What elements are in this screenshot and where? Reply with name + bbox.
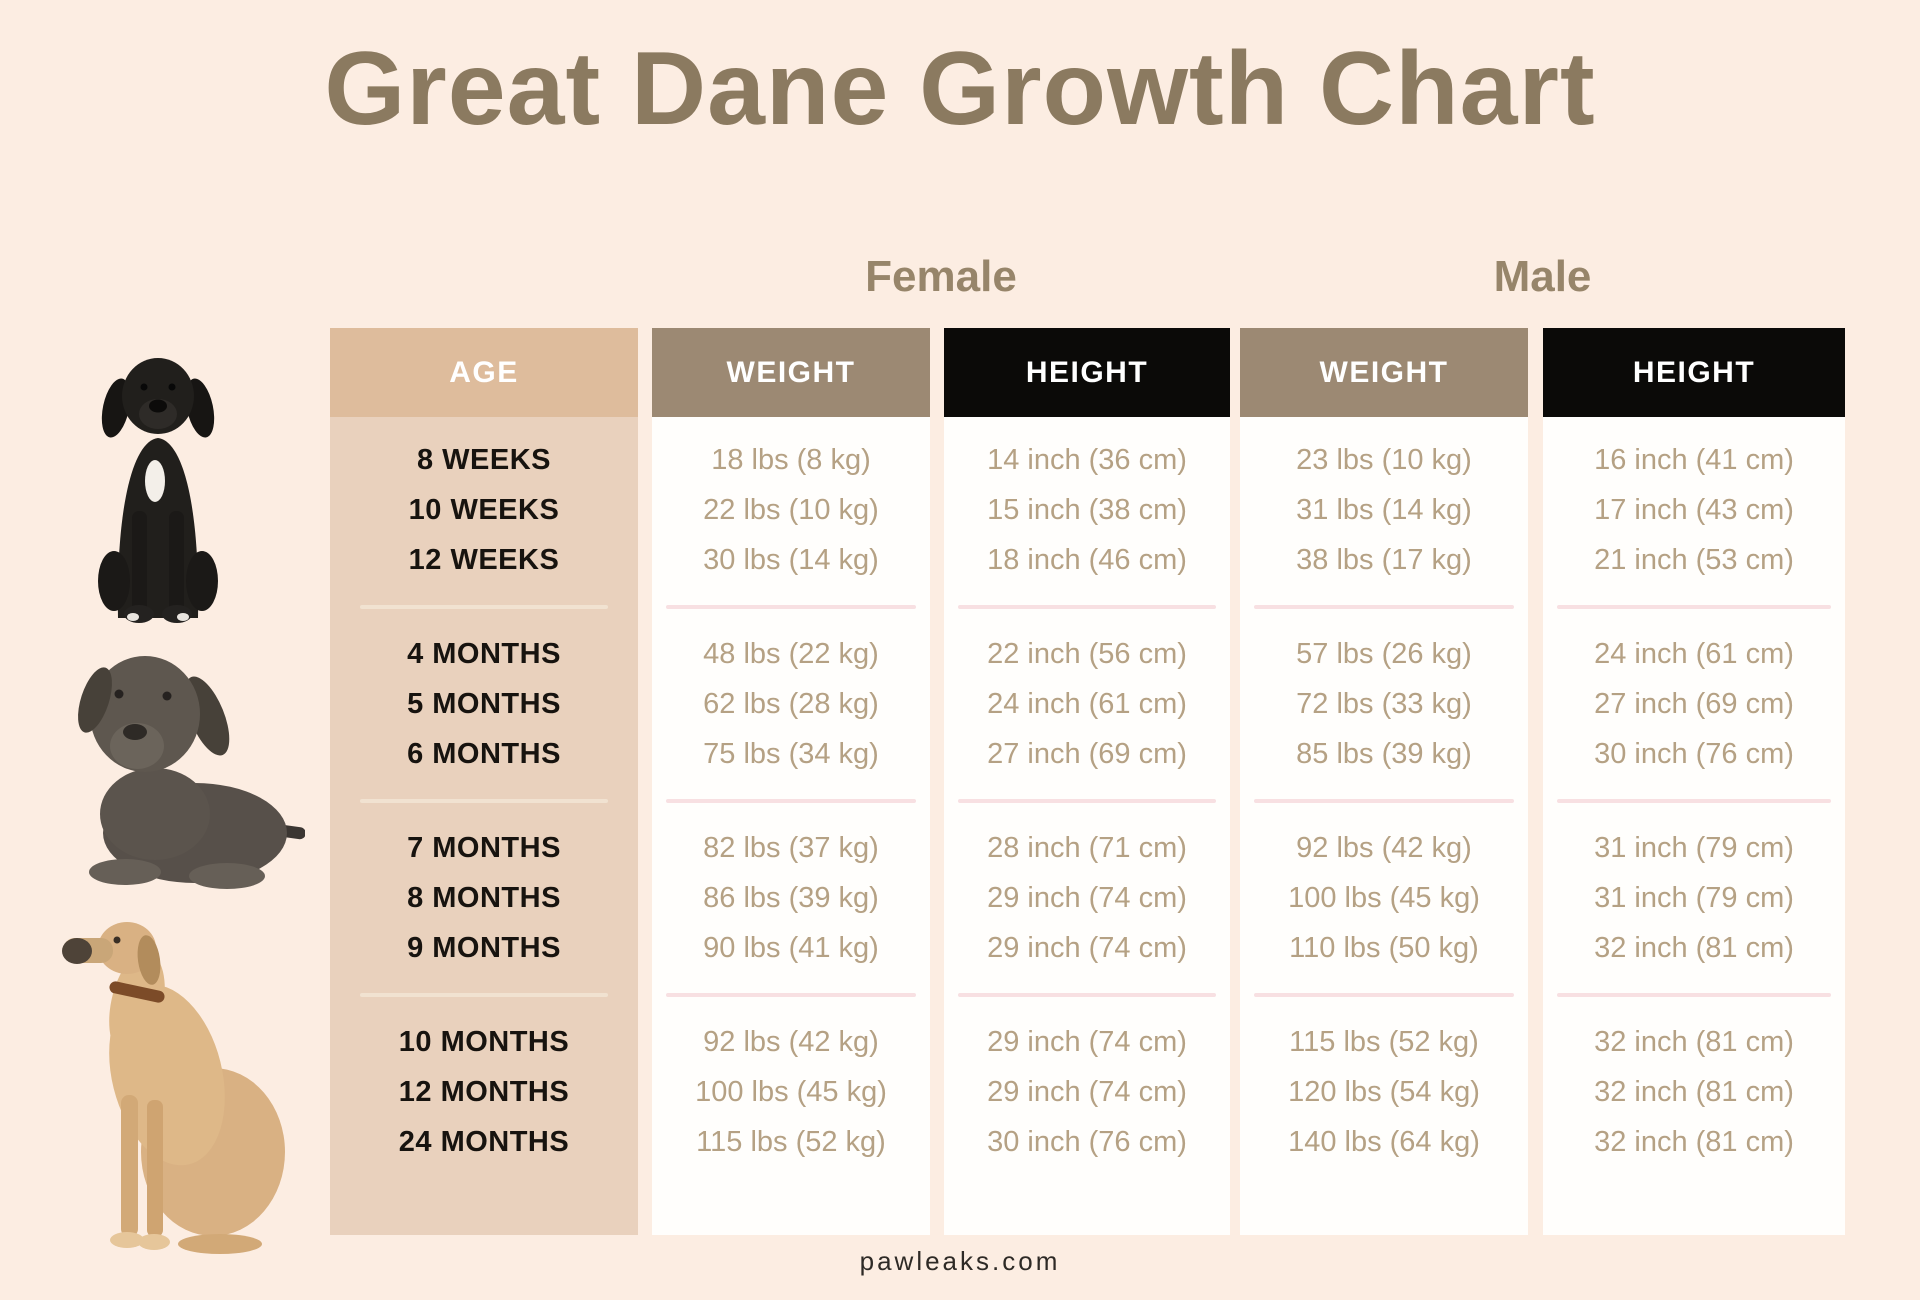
- male-weight-cell: 38 lbs (17 kg): [1296, 544, 1472, 576]
- group-divider: [652, 585, 930, 629]
- group-divider: [652, 779, 930, 823]
- male-height-cell: 31 inch (79 cm): [1594, 882, 1794, 914]
- age-cell: 8 WEEKS: [416, 444, 552, 476]
- group-divider: [1543, 779, 1845, 823]
- age-cell: 4 MONTHS: [407, 638, 561, 670]
- female-weight-cell: 86 lbs (39 kg): [703, 882, 879, 914]
- male-height-column-header: HEIGHT: [1543, 328, 1845, 417]
- group-divider: [330, 973, 638, 1017]
- age-cell: 8 MONTHS: [407, 882, 561, 914]
- page-title: Great Dane Growth Chart: [324, 31, 1596, 147]
- male-height-cell: 16 inch (41 cm): [1594, 444, 1794, 476]
- group-divider: [944, 779, 1230, 823]
- male-weight-cell: 57 lbs (26 kg): [1296, 638, 1472, 670]
- male-weight-cell: 31 lbs (14 kg): [1296, 494, 1472, 526]
- male-weight-cell: 110 lbs (50 kg): [1289, 932, 1479, 964]
- age-cell: 10 MONTHS: [398, 1026, 570, 1058]
- male-weight-cell: 85 lbs (39 kg): [1296, 738, 1472, 770]
- male-weight-column-header: WEIGHT: [1240, 328, 1528, 417]
- female-weight-column: 18 lbs (8 kg) 22 lbs (10 kg) 30 lbs (14 …: [652, 417, 930, 1235]
- male-height-cell: 27 inch (69 cm): [1594, 688, 1794, 720]
- male-group-header: Male: [1493, 252, 1592, 301]
- age-cell: 6 MONTHS: [407, 738, 561, 770]
- male-height-cell: 31 inch (79 cm): [1594, 832, 1794, 864]
- age-cell: 12 WEEKS: [408, 544, 560, 576]
- female-height-cell: 29 inch (74 cm): [987, 882, 1187, 914]
- female-group-header: Female: [865, 252, 1017, 301]
- female-weight-cell: 90 lbs (41 kg): [703, 932, 879, 964]
- female-height-cell: 15 inch (38 cm): [987, 494, 1187, 526]
- female-height-cell: 27 inch (69 cm): [987, 738, 1187, 770]
- age-cell: 5 MONTHS: [407, 688, 561, 720]
- male-height-cell: 32 inch (81 cm): [1594, 1026, 1794, 1058]
- female-weight-cell: 115 lbs (52 kg): [696, 1126, 886, 1158]
- female-height-cell: 22 inch (56 cm): [987, 638, 1187, 670]
- male-height-cell: 32 inch (81 cm): [1594, 932, 1794, 964]
- male-weight-cell: 23 lbs (10 kg): [1296, 444, 1472, 476]
- female-height-cell: 18 inch (46 cm): [987, 544, 1187, 576]
- male-height-cell: 32 inch (81 cm): [1594, 1076, 1794, 1108]
- group-divider: [1543, 973, 1845, 1017]
- male-weight-column: 23 lbs (10 kg) 31 lbs (14 kg) 38 lbs (17…: [1240, 417, 1528, 1235]
- male-height-cell: 32 inch (81 cm): [1594, 1126, 1794, 1158]
- age-cell: 24 MONTHS: [398, 1126, 570, 1158]
- female-weight-cell: 18 lbs (8 kg): [711, 444, 871, 476]
- group-divider: [944, 973, 1230, 1017]
- male-height-cell: 17 inch (43 cm): [1594, 494, 1794, 526]
- female-weight-cell: 100 lbs (45 kg): [695, 1076, 887, 1108]
- male-weight-cell: 100 lbs (45 kg): [1288, 882, 1480, 914]
- female-weight-cell: 48 lbs (22 kg): [703, 638, 879, 670]
- female-height-cell: 29 inch (74 cm): [987, 1076, 1187, 1108]
- female-height-cell: 30 inch (76 cm): [987, 1126, 1187, 1158]
- female-height-column-header: HEIGHT: [944, 328, 1230, 417]
- female-weight-column-header: WEIGHT: [652, 328, 930, 417]
- age-cell: 7 MONTHS: [407, 832, 561, 864]
- age-cell: 10 WEEKS: [408, 494, 560, 526]
- female-height-cell: 28 inch (71 cm): [987, 832, 1187, 864]
- male-height-cell: 24 inch (61 cm): [1594, 638, 1794, 670]
- age-column: 8 WEEKS 10 WEEKS 12 WEEKS 4 MONTHS 5 MON…: [330, 417, 638, 1235]
- group-divider: [330, 585, 638, 629]
- female-weight-cell: 75 lbs (34 kg): [703, 738, 879, 770]
- female-height-cell: 14 inch (36 cm): [987, 444, 1187, 476]
- male-height-cell: 21 inch (53 cm): [1594, 544, 1794, 576]
- male-weight-cell: 92 lbs (42 kg): [1296, 832, 1472, 864]
- male-height-cell: 30 inch (76 cm): [1594, 738, 1794, 770]
- male-weight-cell: 140 lbs (64 kg): [1288, 1126, 1480, 1158]
- age-column-header: AGE: [330, 328, 638, 417]
- group-divider: [652, 973, 930, 1017]
- female-weight-cell: 62 lbs (28 kg): [703, 688, 879, 720]
- female-height-cell: 24 inch (61 cm): [987, 688, 1187, 720]
- age-cell: 9 MONTHS: [407, 932, 561, 964]
- group-divider: [1240, 779, 1528, 823]
- group-divider: [1240, 973, 1528, 1017]
- male-weight-cell: 115 lbs (52 kg): [1289, 1026, 1479, 1058]
- group-divider: [1240, 585, 1528, 629]
- male-weight-cell: 120 lbs (54 kg): [1288, 1076, 1480, 1108]
- site-credit: pawleaks.com: [859, 1246, 1061, 1276]
- grey-great-dane-puppy-image: [78, 656, 305, 889]
- male-height-column: 16 inch (41 cm) 17 inch (43 cm) 21 inch …: [1543, 417, 1845, 1235]
- age-cell: 12 MONTHS: [398, 1076, 570, 1108]
- group-divider: [944, 585, 1230, 629]
- female-weight-cell: 92 lbs (42 kg): [703, 1026, 879, 1058]
- black-great-dane-puppy-image: [98, 358, 218, 623]
- female-height-cell: 29 inch (74 cm): [987, 932, 1187, 964]
- group-divider: [330, 779, 638, 823]
- female-height-cell: 29 inch (74 cm): [987, 1026, 1187, 1058]
- female-weight-cell: 22 lbs (10 kg): [703, 494, 879, 526]
- female-weight-cell: 82 lbs (37 kg): [703, 832, 879, 864]
- fawn-great-dane-adult-image: [62, 922, 285, 1254]
- female-weight-cell: 30 lbs (14 kg): [703, 544, 879, 576]
- male-weight-cell: 72 lbs (33 kg): [1296, 688, 1472, 720]
- female-height-column: 14 inch (36 cm) 15 inch (38 cm) 18 inch …: [944, 417, 1230, 1235]
- group-divider: [1543, 585, 1845, 629]
